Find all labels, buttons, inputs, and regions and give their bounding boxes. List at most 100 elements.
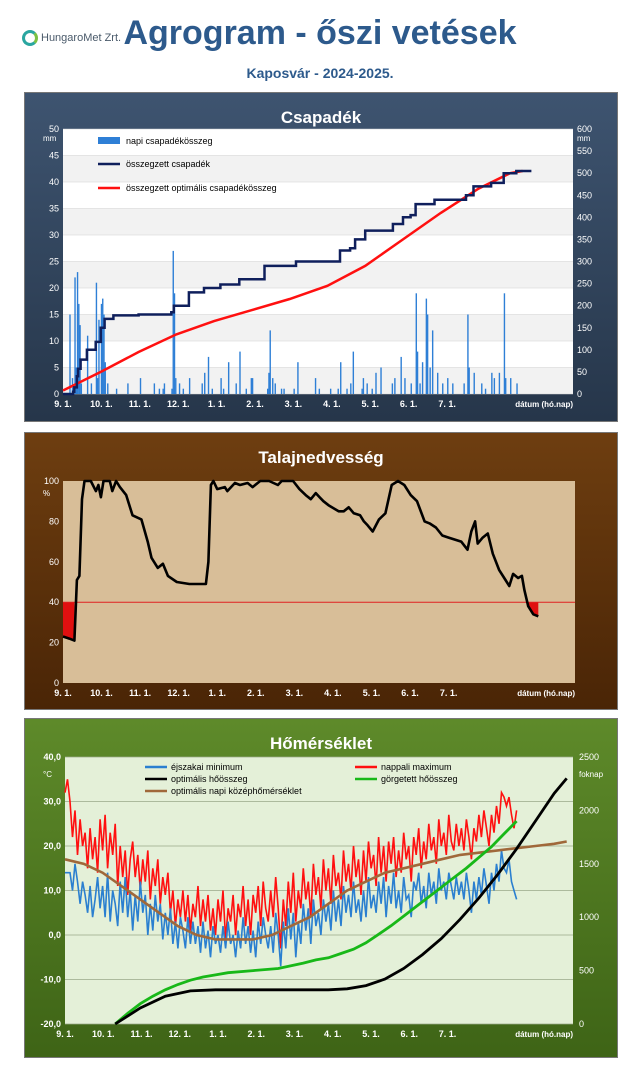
daily-precip-bar — [207, 356, 210, 394]
daily-precip-bar — [69, 314, 71, 394]
y-right-tick-label: 0 — [577, 389, 582, 399]
daily-precip-bar — [204, 372, 206, 394]
daily-precip-bar — [352, 351, 355, 394]
daily-precip-bar — [220, 378, 222, 394]
daily-precip-bar — [329, 388, 332, 394]
daily-precip-bar — [163, 383, 166, 394]
daily-precip-bar — [274, 383, 276, 394]
daily-precip-bar — [280, 388, 283, 394]
x-tick-label: 5. 1. — [362, 1029, 380, 1039]
x-tick-label: 2. 1. — [248, 1029, 266, 1039]
daily-precip-bar — [103, 314, 105, 394]
optimal-sum-line — [114, 777, 568, 1026]
daily-precip-bar — [251, 378, 254, 394]
daily-precip-bar — [431, 330, 434, 394]
legend-swatch-bars — [98, 137, 120, 144]
legend-label: optimális napi középhőmérséklet — [171, 786, 302, 796]
daily-precip-bar — [437, 372, 439, 394]
soil-moisture-line — [62, 479, 539, 642]
y-unit-left: mm — [43, 134, 57, 143]
x-tick-label: 10. 1. — [90, 399, 113, 409]
x-tick-label: 7. 1. — [440, 688, 458, 698]
y-unit-left: °C — [43, 770, 52, 779]
daily-precip-bar — [182, 388, 185, 394]
daily-precip-bar — [80, 383, 83, 394]
x-tick-label: 6. 1. — [401, 1029, 419, 1039]
page-subtitle: Kaposvár - 2024-2025. — [246, 65, 394, 81]
x-tick-label: 10. 1. — [90, 688, 113, 698]
daily-precip-bar — [86, 335, 89, 394]
daily-precip-bar — [227, 362, 230, 394]
daily-precip-bar — [491, 372, 493, 394]
y-tick-label: -20,0 — [40, 1019, 61, 1029]
daily-precip-bar — [178, 383, 181, 394]
precipitation-chart: Csapadék05101520253035404550050100150200… — [43, 108, 592, 409]
page-title: Agrogram - őszi vetések — [123, 14, 517, 52]
optimal-mean-line — [64, 840, 567, 941]
daily-precip-bar — [516, 383, 518, 394]
daily-precip-bar — [481, 383, 483, 394]
x-tick-label: 2. 1. — [246, 399, 264, 409]
daily-precip-bar — [95, 282, 98, 394]
x-tick-label: 4. 1. — [324, 1029, 342, 1039]
cumulative-precip-line — [63, 169, 532, 396]
x-axis-label: dátum (hó.nap) — [515, 400, 573, 409]
daily-precip-bar — [404, 378, 406, 394]
daily-precip-bar — [410, 383, 412, 394]
y-right-tick-label: 600 — [577, 124, 592, 134]
x-axis-label: dátum (hó.nap) — [517, 689, 575, 698]
x-tick-label: 7. 1. — [439, 1029, 457, 1039]
daily-precip-bar — [293, 388, 295, 394]
logo-text: HungaroMet Zrt. — [41, 32, 122, 44]
daily-precip-bar — [361, 388, 363, 394]
daily-precip-bar — [493, 378, 496, 394]
daily-precip-bar — [97, 378, 99, 394]
daily-precip-bar — [468, 367, 470, 394]
grid-band — [63, 288, 573, 315]
x-tick-label: 1. 1. — [208, 688, 226, 698]
y-tick-label: 40 — [49, 177, 59, 187]
daily-precip-bar — [175, 378, 177, 394]
daily-precip-bar — [505, 378, 507, 394]
daily-precip-bar — [76, 272, 79, 394]
daily-precip-bar — [158, 388, 161, 394]
y-unit-right: foknap — [579, 770, 604, 779]
daily-precip-bar — [98, 319, 100, 394]
daily-precip-bar — [425, 298, 428, 394]
grid-band — [63, 155, 573, 182]
x-tick-label: 3. 1. — [285, 399, 303, 409]
x-tick-label: 9. 1. — [56, 1029, 74, 1039]
x-tick-label: 6. 1. — [401, 688, 419, 698]
daily-precip-bar — [314, 378, 317, 394]
y-tick-label: 40 — [49, 597, 59, 607]
daily-precip-bar — [371, 388, 373, 394]
soil-moisture-panel: Talajnedvesség 0 20 40 60 80 100% 9. 1. 10. 1. 11… — [24, 432, 618, 710]
moisture-deficit-fill — [63, 602, 75, 641]
y-tick-label: 20,0 — [43, 841, 61, 851]
y-right-tick-label: 0 — [579, 1019, 584, 1029]
daily-precip-bar — [188, 378, 191, 394]
y-unit-right: mm — [577, 134, 591, 143]
y-tick-label: 20 — [49, 638, 59, 648]
daily-precip-bar — [104, 362, 106, 394]
legend-label: éjszakai minimum — [171, 762, 243, 772]
daily-precip-bar — [346, 388, 348, 394]
daily-precip-bar — [171, 388, 173, 394]
x-tick-label: 4. 1. — [323, 399, 341, 409]
daily-precip-bar — [102, 298, 104, 394]
daily-precip-bar — [127, 383, 129, 394]
legend-label: nappali maximum — [381, 762, 452, 772]
daily-precip-bar — [222, 388, 225, 394]
legend-label: összegzett optimális csapadékösszeg — [126, 183, 277, 193]
y-right-tick-label: 350 — [577, 234, 592, 244]
y-tick-label: 0 — [54, 678, 59, 688]
y-tick-label: 10 — [49, 336, 59, 346]
daily-precip-bar — [484, 388, 487, 394]
y-tick-label: 50 — [49, 124, 59, 134]
x-tick-label: 11. 1. — [129, 688, 151, 698]
daily-precip-bar — [416, 351, 419, 394]
chart-title: Csapadék — [281, 108, 362, 127]
daily-precip-bar — [442, 383, 444, 394]
y-right-tick-label: 1000 — [579, 912, 599, 922]
plot-area — [63, 481, 575, 683]
